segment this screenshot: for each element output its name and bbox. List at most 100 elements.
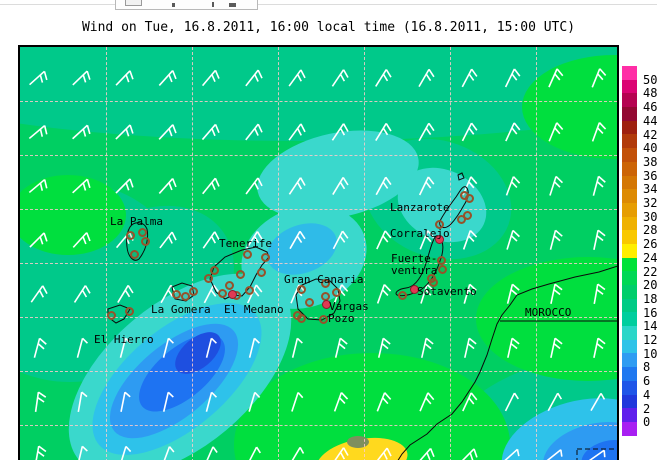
- scale-tick-label: 22: [643, 264, 657, 279]
- grid-line: [364, 47, 365, 460]
- scale-tick-label: 50: [643, 72, 657, 87]
- scale-tick-label: 6: [643, 374, 651, 389]
- scale-segment: [622, 79, 637, 94]
- grid-line: [192, 47, 193, 460]
- spot-marker: [429, 278, 438, 287]
- truncated-toolbar-border: [0, 4, 657, 5]
- scale-tick-label: 28: [643, 223, 657, 238]
- place-label-sotavento: Sotavento: [417, 285, 477, 298]
- truncated-toolbar-control: [115, 0, 258, 10]
- map-title: Wind on Tue, 16.8.2011, 16:00 local time…: [81, 20, 576, 35]
- station-dot-el-medano[interactable]: [228, 290, 237, 299]
- spot-marker: [107, 311, 116, 320]
- spot-marker: [319, 315, 328, 324]
- scale-tick-label: 12: [643, 333, 657, 347]
- scale-tick-label: 32: [643, 196, 657, 210]
- inset-box: [576, 448, 617, 460]
- spot-marker: [130, 250, 139, 259]
- grid-line: [20, 263, 617, 264]
- wind-map-canvas[interactable]: La Palma Tenerife Lanzarote Corralejo Fuerte…: [18, 45, 619, 460]
- scale-tick-label: 16: [643, 305, 657, 320]
- spot-marker: [465, 194, 474, 203]
- place-label-la-palma: La Palma: [110, 215, 163, 228]
- station-dot-sotavento[interactable]: [410, 285, 419, 294]
- place-label-lanzarote: Lanzarote: [390, 201, 450, 214]
- place-label-la-gomera: La Gomera: [151, 303, 211, 316]
- scale-tick-label: 36: [643, 168, 657, 183]
- place-label-el-hierro: El Hierro: [94, 333, 154, 346]
- spot-marker: [181, 292, 190, 301]
- spot-marker: [463, 211, 472, 220]
- scale-segment: [622, 257, 637, 272]
- scale-segment: [622, 161, 637, 176]
- grid-line: [20, 155, 617, 156]
- scale-segment: [622, 93, 637, 108]
- spot-marker: [435, 220, 444, 229]
- spot-marker: [437, 256, 446, 265]
- scale-segment: [622, 326, 637, 340]
- scale-tick-label: 46: [643, 100, 657, 115]
- scale-tick-label: 44: [643, 113, 657, 128]
- grid-line: [20, 371, 617, 372]
- scale-tick-label: 40: [643, 141, 657, 156]
- grid-line: [20, 317, 617, 318]
- scale-segment: [622, 339, 637, 354]
- truncated-text-mark: [212, 2, 214, 7]
- scale-segment: [622, 175, 637, 190]
- spot-marker: [261, 253, 270, 262]
- color-scale-bar: [622, 66, 637, 436]
- spot-marker: [225, 281, 234, 290]
- scale-tick-label: 20: [643, 278, 657, 293]
- place-label-vargas-2: Pozo: [328, 312, 355, 325]
- scale-tick-label: 10: [643, 346, 657, 361]
- scale-tick-label: 18: [643, 291, 657, 306]
- wind-speed-contour: [347, 436, 369, 448]
- scale-segment: [622, 107, 637, 121]
- scale-segment: [622, 271, 637, 285]
- grid-line: [20, 101, 617, 102]
- scale-segment: [622, 230, 637, 244]
- station-dot-vargas-pozo[interactable]: [322, 300, 331, 309]
- scale-tick-label: 14: [643, 319, 657, 334]
- truncated-checkbox[interactable]: [125, 0, 142, 6]
- spot-marker: [305, 298, 314, 307]
- spot-marker: [210, 266, 219, 275]
- spot-marker: [297, 285, 306, 294]
- scale-segment: [622, 148, 637, 162]
- station-dot-corralejo[interactable]: [435, 235, 444, 244]
- spot-marker: [204, 274, 213, 283]
- spot-marker: [438, 265, 447, 274]
- grid-line: [20, 425, 617, 426]
- grid-line: [20, 209, 617, 210]
- scale-segment: [622, 353, 637, 368]
- scale-tick-label: 0: [643, 415, 651, 430]
- scale-tick-label: 26: [643, 237, 657, 252]
- spot-marker: [321, 279, 330, 288]
- spot-marker: [257, 268, 266, 277]
- scale-tick-label: 24: [643, 250, 657, 265]
- spot-marker: [332, 288, 341, 297]
- scale-segment: [622, 394, 637, 409]
- spot-marker: [398, 291, 407, 300]
- truncated-text-mark: [172, 3, 175, 7]
- grid-line: [450, 47, 451, 460]
- color-scale: 50 48 46 44 42 40 38 36 34 32 30 28 26 24 22 20 18 16 14 12…: [622, 66, 657, 436]
- scale-segment: [622, 189, 637, 203]
- spot-marker: [245, 286, 254, 295]
- place-label-fuerteventura-1: Fuerte-: [391, 252, 438, 265]
- place-label-corralejo: Corralejo: [390, 227, 450, 240]
- scale-segment: [622, 421, 637, 436]
- scale-tick-label: 48: [643, 86, 657, 101]
- place-label-el-medano: El Medano: [224, 303, 284, 316]
- scale-segment: [622, 134, 637, 149]
- scale-tick-label: 30: [643, 209, 657, 224]
- scale-tick-label: 42: [643, 127, 657, 142]
- place-label-gran-canaria: Gran Canaria: [284, 273, 364, 286]
- scale-segment: [622, 298, 637, 313]
- grid-line: [278, 47, 279, 460]
- truncated-text-mark: [229, 3, 236, 7]
- spot-marker: [243, 250, 252, 259]
- scale-segment: [622, 408, 637, 422]
- place-label-tenerife: Tenerife: [219, 237, 272, 250]
- grid-line: [106, 47, 107, 460]
